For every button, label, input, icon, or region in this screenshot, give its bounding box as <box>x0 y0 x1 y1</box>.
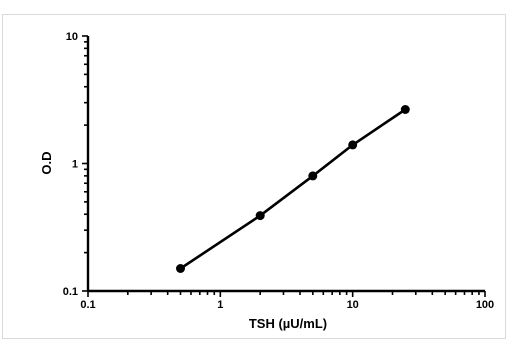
ticks <box>82 35 486 297</box>
data-point <box>255 211 265 221</box>
y-tick-label: 1 <box>72 159 78 171</box>
series-line <box>179 108 407 270</box>
x-tick-label: 1 <box>217 299 223 311</box>
x-tick-label: 0.1 <box>80 299 95 311</box>
y-tick-label: 0.1 <box>63 286 78 298</box>
x-tick-label: 100 <box>476 299 494 311</box>
data-series <box>176 105 410 273</box>
data-point <box>348 140 358 150</box>
y-tick-label: 10 <box>66 31 78 43</box>
y-axis-title: O.D <box>39 151 54 174</box>
x-axis-title: TSH (µU/mL) <box>249 316 327 331</box>
axes <box>86 36 485 293</box>
data-point <box>176 264 185 273</box>
tick-labels: 0.1 1 10 100 0.1 1 10 <box>63 31 494 311</box>
x-tick-label: 10 <box>347 299 359 311</box>
data-point <box>308 171 318 181</box>
data-point <box>400 105 410 114</box>
